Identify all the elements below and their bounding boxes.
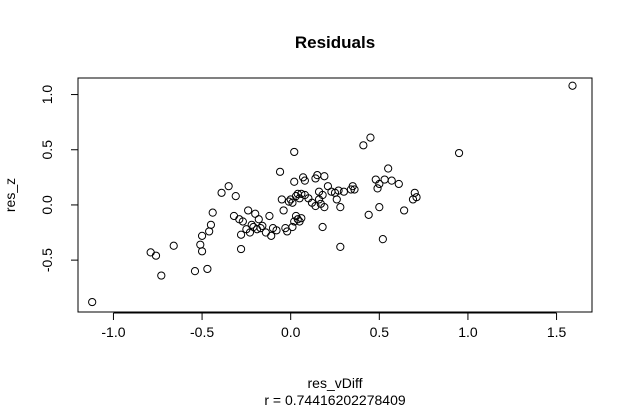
data-point — [364, 210, 373, 219]
data-point — [236, 244, 246, 254]
data-point — [261, 228, 270, 237]
data-point — [380, 175, 389, 184]
x-tick-label: 1.0 — [458, 324, 478, 340]
data-point — [258, 221, 267, 231]
data-point — [217, 188, 226, 197]
data-point — [350, 185, 359, 194]
data-point — [318, 190, 327, 200]
chart-title: Residuals — [295, 33, 375, 52]
data-point — [336, 203, 345, 212]
correlation-label: r = 0.74416202278409 — [264, 392, 406, 408]
data-point — [394, 179, 403, 189]
data-point — [231, 192, 240, 201]
x-tick-label: 0.5 — [370, 324, 390, 340]
data-points — [88, 81, 577, 307]
data-point — [366, 133, 375, 142]
data-point — [196, 240, 205, 249]
data-point — [373, 184, 382, 193]
y-axis-label: res_z — [2, 178, 18, 212]
data-point — [279, 206, 288, 215]
data-point — [375, 203, 384, 212]
data-point — [256, 224, 265, 233]
data-point — [288, 222, 297, 232]
data-point — [336, 242, 345, 251]
data-point — [247, 220, 256, 229]
data-point — [375, 179, 384, 189]
data-point — [400, 206, 409, 215]
x-tick-label: 1.5 — [547, 324, 567, 340]
data-point — [410, 188, 419, 197]
data-point — [88, 297, 97, 307]
data-point — [238, 217, 247, 226]
data-point — [208, 208, 217, 217]
data-point — [151, 251, 161, 260]
data-point — [206, 220, 216, 229]
data-point — [454, 148, 464, 158]
data-point — [203, 264, 212, 274]
data-point — [169, 241, 178, 250]
data-point — [190, 267, 200, 276]
data-point — [272, 226, 281, 235]
data-point — [229, 211, 239, 221]
data-point — [290, 177, 299, 186]
data-point — [157, 271, 166, 280]
x-tick-label: -0.5 — [190, 324, 214, 340]
data-point — [334, 186, 343, 195]
data-point — [359, 141, 368, 150]
data-point — [290, 147, 299, 157]
data-point — [384, 164, 393, 173]
y-axis: -0.5 0.0 0.5 1.0 — [39, 85, 79, 272]
data-point — [320, 203, 329, 212]
data-point — [197, 247, 207, 256]
x-tick-label: 0.0 — [281, 324, 301, 340]
y-tick-label: -0.5 — [39, 248, 55, 272]
data-point — [311, 201, 320, 211]
data-point — [318, 222, 327, 232]
x-axis-label: res_vDiff — [308, 375, 363, 391]
x-axis: -1.0 -0.5 0.0 0.5 1.0 1.5 — [101, 312, 567, 340]
data-point — [275, 167, 285, 176]
data-point — [284, 197, 294, 206]
data-point — [224, 182, 233, 191]
data-point — [387, 176, 396, 185]
data-point — [297, 214, 306, 223]
data-point — [236, 230, 246, 239]
y-tick-label: 0.0 — [39, 195, 55, 215]
data-point — [254, 215, 263, 224]
data-point — [267, 231, 276, 240]
y-tick-label: 1.0 — [39, 85, 55, 105]
data-point — [277, 195, 286, 204]
data-point — [297, 189, 306, 198]
data-point — [205, 227, 214, 236]
data-point — [568, 81, 577, 90]
data-point — [146, 248, 155, 257]
data-point — [244, 206, 253, 215]
data-point — [332, 195, 341, 204]
data-point — [288, 198, 297, 207]
y-tick-label: 0.5 — [39, 140, 55, 160]
data-point — [197, 231, 207, 240]
data-point — [378, 235, 387, 244]
plot-frame — [77, 77, 593, 313]
data-point — [293, 215, 302, 224]
data-point — [265, 211, 274, 221]
data-point — [300, 176, 309, 185]
data-point — [339, 187, 348, 196]
data-point — [283, 227, 292, 236]
data-point — [320, 172, 329, 181]
data-point — [412, 193, 421, 202]
x-tick-label: -1.0 — [101, 324, 125, 340]
